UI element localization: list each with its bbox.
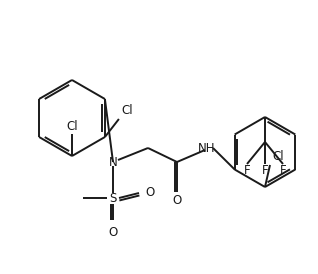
Text: NH: NH <box>198 141 216 155</box>
Text: O: O <box>108 226 118 238</box>
Text: Cl: Cl <box>121 104 133 118</box>
Text: F: F <box>280 164 286 178</box>
Text: Cl: Cl <box>66 119 78 133</box>
Text: O: O <box>172 193 182 207</box>
Text: N: N <box>109 156 117 169</box>
Text: F: F <box>262 164 268 178</box>
Text: F: F <box>244 164 250 178</box>
Text: S: S <box>109 192 117 204</box>
Text: Cl: Cl <box>272 150 284 164</box>
Text: O: O <box>145 187 155 199</box>
